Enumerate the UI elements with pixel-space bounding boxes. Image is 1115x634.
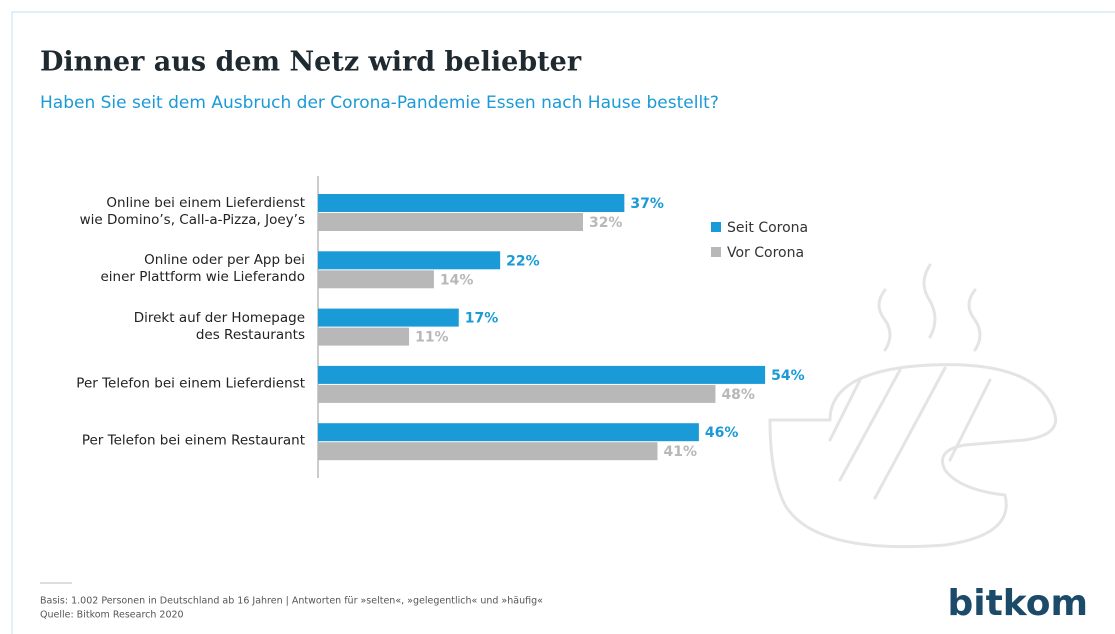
value-label: 46% [705, 425, 739, 441]
legend-swatch [711, 247, 721, 257]
category-label: Online oder per App bei einer Plattform … [100, 252, 305, 286]
bar [318, 194, 625, 212]
category-label: Per Telefon bei einem Restaurant [81, 432, 305, 449]
bar [318, 384, 716, 403]
legend-label: Vor Corona [727, 245, 804, 261]
chart-subtitle: Haben Sie seit dem Ausbruch der Corona-P… [40, 93, 719, 113]
category-label: Online bei einem Lieferdienst wie Domino… [79, 195, 305, 228]
value-label: 32% [589, 215, 623, 231]
value-label: 11% [415, 330, 449, 346]
steak-illustration [768, 263, 1058, 549]
legend-swatch [711, 222, 721, 232]
value-label: 14% [440, 272, 474, 288]
value-label: 48% [721, 387, 755, 403]
bar [318, 365, 766, 384]
value-label: 37% [630, 196, 664, 212]
category-label: Per Telefon bei einem Lieferdienst [76, 375, 305, 392]
value-label: 54% [771, 368, 805, 384]
chart-title: Dinner aus dem Netz wird beliebter [40, 47, 582, 78]
bar [318, 327, 410, 346]
logo: bitkom [947, 583, 1088, 624]
legend-label: Seit Corona [727, 220, 808, 236]
bar [318, 251, 501, 270]
bar [318, 213, 583, 231]
value-label: 22% [506, 253, 540, 269]
bar [318, 442, 658, 461]
value-label: 17% [465, 311, 499, 327]
bar [318, 423, 699, 442]
category-label: Direkt auf der Homepage des Restaurants [133, 309, 305, 343]
bar [318, 270, 434, 289]
footnote: Basis: 1.002 Personen in Deutschland ab … [40, 596, 543, 607]
source: Quelle: Bitkom Research 2020 [40, 610, 184, 621]
bar [318, 308, 459, 327]
value-label: 41% [663, 444, 697, 460]
